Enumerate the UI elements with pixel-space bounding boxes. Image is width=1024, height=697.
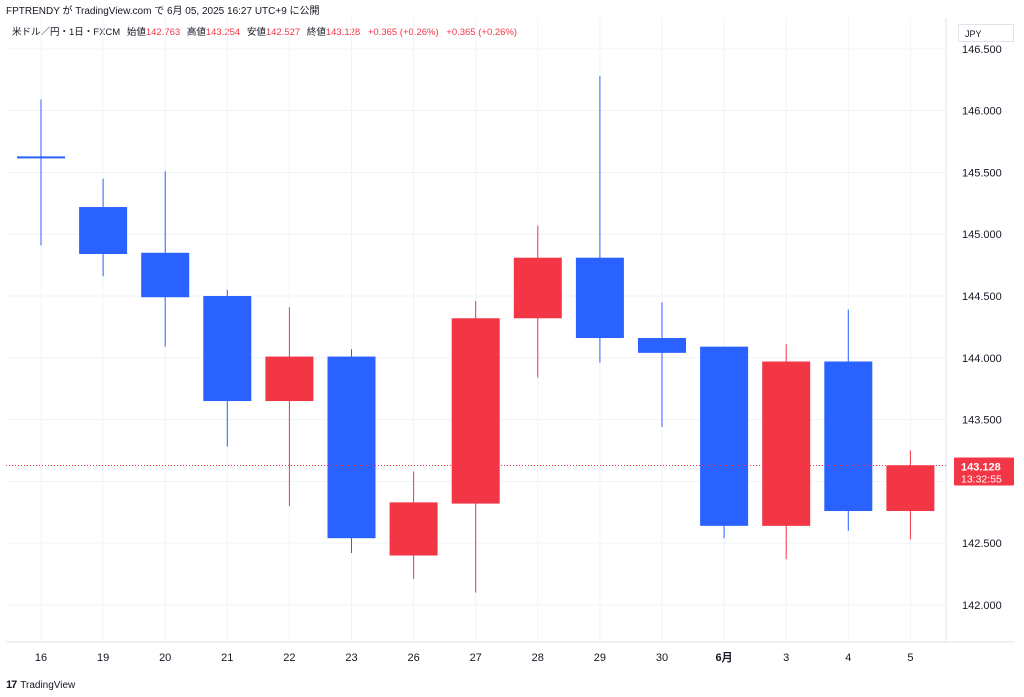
x-tick-label: 3	[783, 652, 789, 664]
candle-body	[451, 318, 500, 504]
candle-body	[824, 361, 873, 512]
close-value: 143.128	[325, 27, 361, 38]
last-price-tag: 143.128 13:32:55	[954, 457, 1014, 486]
candle	[17, 99, 65, 246]
y-tick-label: 142.000	[962, 600, 1002, 612]
candle	[265, 307, 314, 507]
candle	[141, 171, 190, 347]
candle-body	[17, 156, 65, 159]
y-tick-label: 144.500	[962, 291, 1002, 303]
candle-body	[327, 356, 376, 539]
y-tick-label: 146.500	[962, 44, 1002, 56]
candle	[203, 289, 252, 447]
candle-body	[389, 502, 438, 556]
y-tick-label: 143.500	[962, 415, 1002, 427]
x-tick-label: 6月	[716, 651, 733, 664]
candle-body	[513, 257, 562, 319]
y-tick-label: 145.500	[962, 167, 1002, 179]
x-tick-label: 19	[97, 652, 109, 664]
high-label: 高値	[186, 27, 206, 38]
x-tick-label: 21	[221, 652, 233, 664]
candle-body	[762, 361, 811, 526]
symbol-name: 米ドル／円・1日・FXCM	[12, 27, 121, 38]
open-label: 始値	[126, 27, 146, 38]
candle-body	[141, 252, 190, 298]
x-tick-label: 23	[345, 652, 357, 664]
candle	[451, 300, 500, 593]
low-value: 142.527	[265, 27, 301, 38]
last-price-label: 143.128	[961, 462, 1001, 474]
x-tick-label: 20	[159, 652, 171, 664]
candles	[17, 76, 935, 593]
symbol-legend: 米ドル／円・1日・FXCM 始値142.763 高値143.254 安値142.…	[12, 24, 517, 38]
x-tick-label: 26	[407, 652, 419, 664]
candle	[824, 309, 873, 531]
y-tick-label: 146.000	[962, 106, 1002, 118]
y-tick-label: 145.000	[962, 229, 1002, 241]
publish-info: FPTRENDY が TradingView.com で 6月 05, 2025…	[6, 6, 320, 17]
candle-body	[700, 346, 749, 526]
candle	[389, 471, 438, 579]
x-tick-label: 16	[35, 652, 47, 664]
price-axis: 142.000142.500143.000143.500144.000144.5…	[962, 44, 1002, 612]
candle-body	[886, 465, 935, 512]
candle-body	[265, 356, 314, 402]
candle	[79, 178, 128, 277]
change-value: +0.365 (+0.26%)	[367, 27, 439, 38]
currency-selector[interactable]: JPY	[958, 24, 1014, 42]
low-label: 安値	[246, 27, 266, 38]
x-tick-label: 22	[283, 652, 295, 664]
candle	[700, 346, 749, 539]
candle	[327, 349, 376, 554]
close-label: 終値	[306, 27, 326, 38]
candle-body	[203, 296, 252, 402]
candle-body	[638, 338, 686, 353]
candle	[762, 344, 811, 560]
change-value-repeat: +0.365 (+0.26%)	[446, 27, 518, 38]
x-tick-label: 29	[594, 652, 606, 664]
footer-brand: 17 TradingView	[6, 678, 75, 692]
footer-brand-name: TradingView	[20, 679, 76, 691]
candle	[886, 450, 935, 540]
tradingview-logo-icon: 17	[6, 679, 17, 691]
x-tick-label: 28	[532, 652, 544, 664]
x-tick-label: 5	[907, 652, 913, 664]
candle	[513, 225, 562, 378]
candle-body	[79, 207, 128, 255]
candle	[575, 76, 624, 363]
y-tick-label: 144.000	[962, 353, 1002, 365]
candle	[638, 302, 686, 427]
candle-body	[575, 257, 624, 339]
open-value: 142.763	[145, 27, 181, 38]
time-axis: 16 19 20 21 22 23 26 27 28 29 30 6月 3 4 5	[35, 651, 914, 664]
last-price-tag-bg	[954, 457, 1014, 486]
y-tick-label: 142.500	[962, 538, 1002, 550]
x-tick-label: 27	[470, 652, 482, 664]
countdown-label: 13:32:55	[961, 474, 1002, 486]
x-tick-label: 4	[845, 652, 851, 664]
x-tick-label: 30	[656, 652, 668, 664]
high-value: 143.254	[205, 27, 241, 38]
